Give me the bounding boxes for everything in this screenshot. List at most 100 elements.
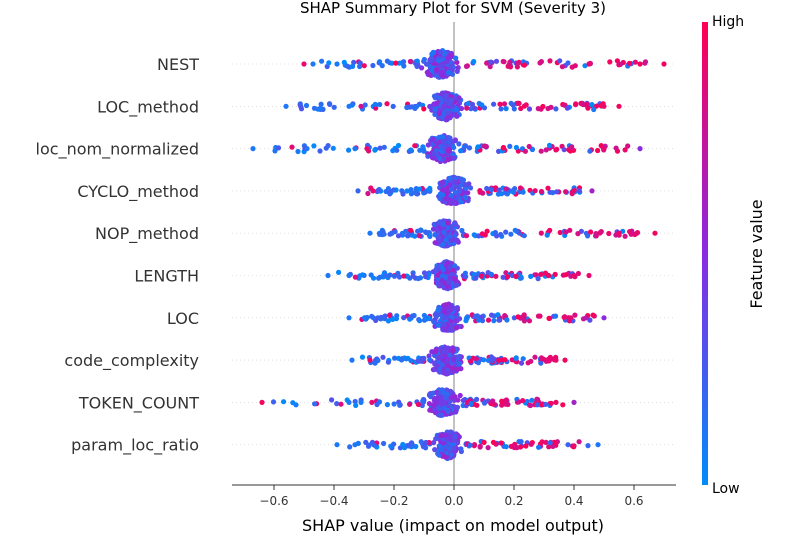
shap-point — [595, 147, 601, 154]
shap-point — [587, 148, 593, 154]
shap-point — [318, 101, 324, 107]
shap-point — [517, 185, 524, 191]
shap-point — [547, 58, 553, 64]
shap-point — [575, 231, 581, 237]
shap-point — [468, 401, 474, 407]
shap-point — [449, 314, 455, 320]
feature-label: param_loc_ratio — [71, 436, 199, 456]
shap-point — [500, 58, 506, 65]
shap-point — [349, 357, 355, 363]
shap-point — [325, 143, 331, 149]
shap-point — [330, 145, 336, 151]
shap-point — [559, 64, 566, 70]
shap-point — [589, 102, 595, 108]
shap-point — [572, 63, 578, 69]
shap-point — [462, 182, 468, 188]
shap-point — [379, 63, 385, 69]
shap-point — [589, 188, 595, 194]
shap-point — [289, 144, 295, 150]
shap-point — [478, 273, 484, 279]
shap-point — [439, 400, 445, 406]
shap-point — [485, 317, 492, 323]
shap-point — [347, 444, 353, 450]
shap-point — [502, 357, 508, 363]
shap-point — [532, 354, 538, 360]
shap-point — [477, 443, 483, 449]
shap-point — [318, 105, 324, 111]
shap-point — [393, 60, 399, 66]
shap-point — [583, 315, 589, 321]
shap-point — [462, 270, 468, 276]
shap-point — [436, 134, 442, 140]
shap-point — [538, 188, 545, 195]
shap-point — [392, 355, 398, 361]
shap-point — [464, 105, 470, 111]
shap-point — [601, 315, 607, 321]
shap-point — [418, 227, 424, 233]
shap-point — [451, 441, 457, 448]
shap-point — [408, 187, 414, 193]
shap-point — [443, 93, 449, 99]
shap-point — [534, 402, 540, 408]
shap-point — [469, 101, 476, 107]
shap-point — [514, 60, 521, 66]
shap-point — [563, 272, 569, 278]
shap-point — [527, 402, 534, 409]
shap-point — [362, 102, 368, 108]
shap-point — [367, 230, 373, 236]
shap-point — [475, 360, 481, 366]
shap-point — [521, 312, 527, 318]
shap-point — [372, 101, 378, 107]
shap-point — [441, 229, 447, 235]
shap-point — [445, 362, 451, 368]
shap-point — [436, 233, 442, 240]
x-tick-label: −0.4 — [319, 494, 348, 508]
shap-point — [546, 142, 553, 148]
shap-point — [387, 312, 393, 318]
shap-point — [435, 322, 441, 328]
shap-point — [417, 147, 423, 153]
shap-point — [437, 95, 444, 102]
shap-point — [334, 401, 340, 407]
shap-point — [334, 61, 340, 67]
shap-point — [369, 313, 375, 319]
shap-point — [281, 399, 287, 405]
shap-point — [388, 230, 394, 237]
shap-point — [561, 147, 567, 153]
shap-point — [439, 264, 445, 270]
shap-point — [416, 186, 423, 192]
shap-point — [359, 272, 365, 278]
shap-point — [546, 444, 552, 450]
shap-point — [383, 272, 389, 279]
shap-point — [627, 229, 633, 235]
shap-point — [601, 103, 607, 109]
shap-point — [409, 313, 415, 319]
shap-point — [329, 397, 335, 403]
shap-point — [375, 188, 381, 194]
feature-label: NEST — [157, 55, 199, 74]
shap-point — [346, 147, 352, 153]
shap-point — [614, 58, 621, 64]
shap-point — [464, 315, 470, 321]
feature-label: code_complexity — [64, 351, 199, 371]
shap-point — [432, 107, 438, 113]
shap-point — [634, 230, 640, 236]
shap-point — [485, 445, 491, 451]
shap-point — [451, 275, 457, 281]
shap-point — [427, 391, 433, 397]
shap-point — [390, 148, 396, 154]
shap-point — [331, 104, 337, 110]
shap-point — [457, 392, 463, 399]
shap-point — [445, 147, 451, 153]
shap-point — [520, 189, 526, 195]
shap-point — [384, 58, 390, 64]
shap-point — [595, 442, 601, 448]
shap-point — [550, 190, 556, 196]
shap-point — [437, 196, 443, 202]
shap-point — [626, 60, 633, 66]
shap-point — [580, 101, 586, 108]
shap-point — [484, 60, 490, 66]
shap-point — [385, 318, 391, 324]
shap-point — [445, 345, 451, 351]
shap-point — [538, 360, 544, 366]
